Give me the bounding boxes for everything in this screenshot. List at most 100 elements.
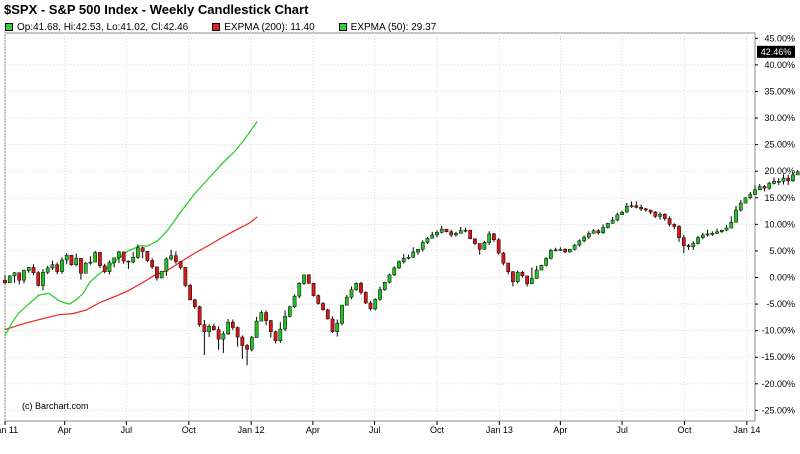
legend-swatch-ma200 <box>212 23 221 31</box>
candle-body <box>64 254 69 261</box>
x-tick-label: Apr <box>58 425 72 435</box>
copyright-text: (c) Barchart.com <box>22 401 89 411</box>
x-tick-label: Apr <box>306 425 320 435</box>
candle-body <box>74 258 79 265</box>
candle-body <box>150 260 155 268</box>
candle-body <box>411 251 416 258</box>
candle-body <box>387 274 392 283</box>
candle-body <box>7 275 12 284</box>
candle-body <box>41 271 45 286</box>
candle-body <box>416 249 420 253</box>
candle-body <box>454 233 458 236</box>
candle-body <box>340 304 344 324</box>
candle-body <box>212 326 216 330</box>
candle-body <box>136 247 140 258</box>
candle-body <box>648 209 653 213</box>
candle-body <box>643 208 648 211</box>
candle-body <box>193 299 197 307</box>
candle-body <box>330 318 335 332</box>
candle-body <box>382 282 387 290</box>
candle-body <box>278 328 283 341</box>
legend-item-ma50: EXPMA (50): 29.37 <box>338 22 436 33</box>
legend: Op:41.68, Hi:42.53, Lo:41.02, Cl:42.46 E… <box>5 20 753 34</box>
candle-body <box>121 251 126 262</box>
candle-body <box>729 221 734 229</box>
candle-body <box>482 242 487 250</box>
candle-body <box>373 299 378 310</box>
candle-body <box>525 275 530 285</box>
x-tick-label: Apr <box>553 425 567 435</box>
candle-body <box>164 258 169 272</box>
candle-body <box>102 265 107 272</box>
candle-body <box>216 329 221 340</box>
x-tick-label: Jan 11 <box>0 425 18 435</box>
y-tick-label: 15.00% <box>764 193 795 203</box>
x-tick-label: Jul <box>121 425 133 435</box>
candle-body <box>496 239 501 254</box>
candle-body <box>273 331 278 341</box>
last-value-badge <box>757 45 795 58</box>
candle-body <box>254 320 259 338</box>
candle-body <box>539 265 544 271</box>
y-tick-label: 0.00% <box>769 272 795 282</box>
candle-body <box>69 254 74 265</box>
candle-body <box>563 249 567 253</box>
candle-body <box>60 259 64 272</box>
chart-title: $SPX - S&P 500 Index - Weekly Candlestic… <box>4 2 309 17</box>
x-tick-label: Jan 14 <box>733 425 760 435</box>
candle-body <box>183 267 188 286</box>
y-tick-label: 45.00% <box>764 33 795 43</box>
candle-body <box>249 337 254 350</box>
candle-body <box>776 181 781 183</box>
candle-body <box>520 271 525 277</box>
candle-body <box>45 267 50 273</box>
candle-body <box>724 227 729 231</box>
candle-body <box>591 230 596 234</box>
candle-body <box>245 345 249 350</box>
candle-body <box>368 302 373 310</box>
candle-body <box>667 218 672 225</box>
x-tick-label: Jul <box>369 425 381 435</box>
candle-body <box>605 223 610 228</box>
candle-body <box>662 213 667 219</box>
candle-body <box>473 238 477 244</box>
candle-body <box>549 250 553 259</box>
candle-body <box>587 233 591 238</box>
candle-body <box>344 296 349 306</box>
candle-body <box>577 240 582 246</box>
candle-body <box>686 245 691 247</box>
candle-body <box>378 289 382 300</box>
candle-body <box>401 258 406 262</box>
candle-body <box>226 321 230 335</box>
candle-body <box>325 309 330 320</box>
x-tick-label: Oct <box>182 425 197 435</box>
candle-body <box>202 324 207 332</box>
y-tick-label: 5.00% <box>769 246 795 256</box>
x-tick-label: Jul <box>616 425 628 435</box>
candle-body <box>98 252 102 267</box>
candle-body <box>36 272 41 286</box>
legend-item-ma200: EXPMA (200): 11.40 <box>212 21 315 33</box>
candle-body <box>696 237 700 244</box>
candle-body <box>458 230 463 234</box>
legend-label-ma200: EXPMA (200): 11.40 <box>224 21 315 33</box>
candle-body <box>178 261 183 268</box>
x-tick-label: Jan 12 <box>238 425 265 435</box>
candle-body <box>83 262 88 274</box>
candle-body <box>79 258 83 274</box>
y-tick-label: 10.00% <box>764 219 795 229</box>
candle-body <box>672 224 677 227</box>
candle-body <box>487 233 492 243</box>
candle-body <box>406 257 411 259</box>
candle-body <box>534 269 539 279</box>
candle-body <box>292 295 297 307</box>
candle-body <box>710 233 715 235</box>
y-tick-label: -15.00% <box>761 352 795 362</box>
legend-swatch-ma50 <box>338 23 347 31</box>
candle-body <box>311 283 316 296</box>
candle-body <box>316 295 321 304</box>
candle-body <box>501 252 506 264</box>
x-tick-label: Oct <box>430 425 445 435</box>
candle-body <box>601 227 605 234</box>
